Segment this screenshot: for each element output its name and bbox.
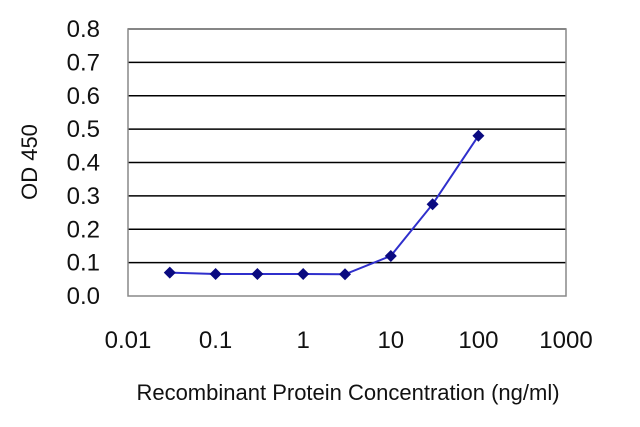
x-tick-label: 1 [297,327,310,354]
x-tick-label: 100 [458,327,498,354]
y-tick-label: 0.5 [67,116,100,143]
y-axis-label: OD 450 [17,124,42,200]
y-tick-label: 0.7 [67,49,100,76]
series-line [169,135,480,276]
x-tick-label: 1000 [539,327,592,354]
data-point [209,267,222,280]
data-point [426,198,439,211]
data-point [338,268,351,281]
plot-frame [127,28,567,297]
y-tick-label: 0.2 [67,216,100,243]
data-points [163,129,485,281]
y-tick-label: 0.3 [67,183,100,210]
data-point [384,249,397,262]
data-point [297,267,310,280]
x-axis-label: Recombinant Protein Concentration (ng/ml… [136,380,559,405]
y-tick-label: 0.4 [67,150,100,177]
grid [128,28,566,264]
y-tick-label: 0.6 [67,83,100,110]
x-tick-labels: 0.01 0.1 1 10 100 1000 [105,327,593,354]
x-tick-label: 0.01 [105,327,152,354]
x-tick-label: 0.1 [199,327,232,354]
y-tick-label: 0.1 [67,250,100,277]
data-point [163,266,176,279]
y-tick-label: 0.8 [67,16,100,43]
y-tick-label: 0.0 [67,283,100,310]
x-tick-label: 10 [377,327,404,354]
data-point [472,129,485,142]
y-tick-labels: 0.0 0.1 0.2 0.3 0.4 0.5 0.6 0.7 0.8 [67,16,100,310]
data-point [251,267,264,280]
